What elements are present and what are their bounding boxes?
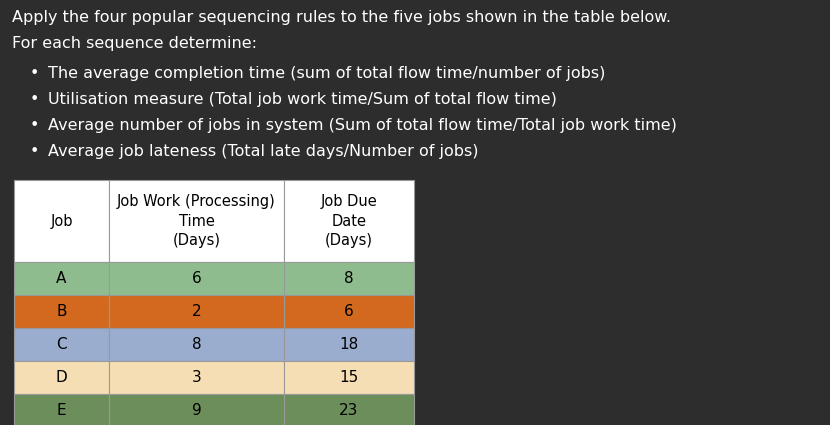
Bar	[109, 295, 284, 328]
Text: Job Due
Date
(Days): Job Due Date (Days)	[320, 194, 378, 248]
Text: Average number of jobs in system (Sum of total flow time/Total job work time): Average number of jobs in system (Sum of…	[48, 118, 677, 133]
Text: E: E	[56, 403, 66, 418]
Text: 23: 23	[339, 403, 359, 418]
Bar	[14, 361, 109, 394]
Text: •: •	[30, 144, 39, 159]
Text: 15: 15	[339, 370, 359, 385]
Bar	[284, 295, 414, 328]
Text: B: B	[56, 304, 66, 319]
Bar	[284, 328, 414, 361]
Text: •: •	[30, 66, 39, 81]
Text: A: A	[56, 271, 66, 286]
Bar	[284, 394, 414, 425]
Text: 6: 6	[192, 271, 202, 286]
Bar	[284, 180, 414, 262]
Text: 8: 8	[192, 337, 202, 352]
Text: Average job lateness (Total late days/Number of jobs): Average job lateness (Total late days/Nu…	[48, 144, 479, 159]
Text: 3: 3	[192, 370, 202, 385]
Bar	[284, 361, 414, 394]
Text: Utilisation measure (Total job work time/Sum of total flow time): Utilisation measure (Total job work time…	[48, 92, 557, 107]
Bar	[109, 262, 284, 295]
Text: 9: 9	[192, 403, 202, 418]
Bar	[14, 328, 109, 361]
Text: Apply the four popular sequencing rules to the five jobs shown in the table belo: Apply the four popular sequencing rules …	[12, 10, 671, 25]
Bar	[14, 295, 109, 328]
Text: •: •	[30, 118, 39, 133]
Text: 2: 2	[192, 304, 202, 319]
Text: D: D	[56, 370, 67, 385]
Bar	[14, 180, 109, 262]
Text: •: •	[30, 92, 39, 107]
Bar	[14, 394, 109, 425]
Text: For each sequence determine:: For each sequence determine:	[12, 36, 257, 51]
Text: The average completion time (sum of total flow time/number of jobs): The average completion time (sum of tota…	[48, 66, 605, 81]
Bar	[109, 394, 284, 425]
Text: 6: 6	[344, 304, 354, 319]
Bar	[109, 361, 284, 394]
Text: C: C	[56, 337, 66, 352]
Bar	[284, 262, 414, 295]
Text: Job: Job	[51, 213, 73, 229]
Text: 8: 8	[344, 271, 354, 286]
Text: Job Work (Processing)
Time
(Days): Job Work (Processing) Time (Days)	[117, 194, 276, 248]
Bar	[109, 180, 284, 262]
Text: 18: 18	[339, 337, 359, 352]
Bar	[109, 328, 284, 361]
Bar	[14, 262, 109, 295]
